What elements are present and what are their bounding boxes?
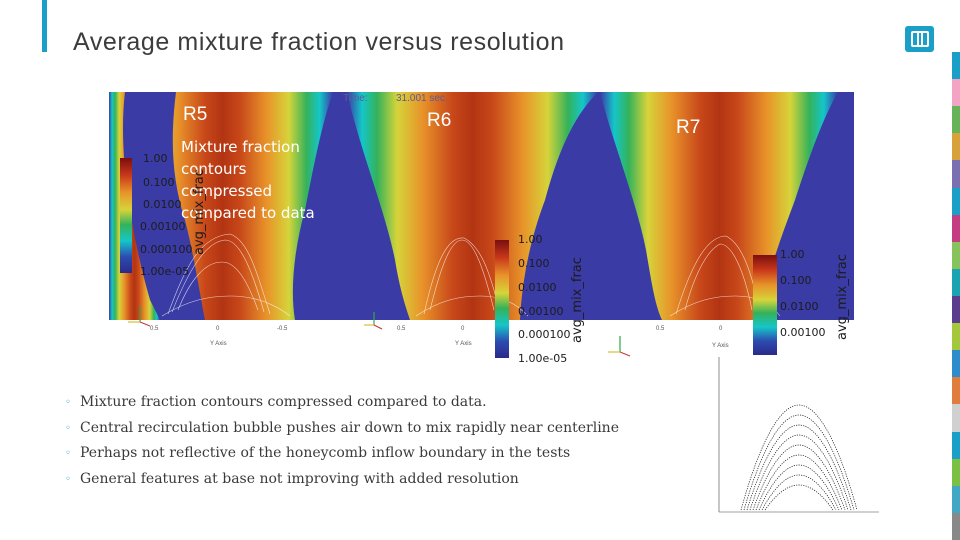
bullet-marker-icon: ◦ [65, 422, 71, 434]
colorbar-r5-tick: 0.000100 [140, 243, 193, 256]
side-stripe-segment [952, 404, 960, 432]
x-axis-title: Y Axis [455, 341, 472, 347]
contour-line [764, 484, 834, 511]
colorbar-r6-tick: 0.000100 [518, 328, 571, 341]
contour-line [752, 444, 846, 511]
x-tick: 0 [719, 326, 723, 332]
side-stripe-segment [952, 133, 960, 161]
x-axis-title: Y Axis [210, 341, 227, 347]
contour-line [758, 464, 840, 511]
colorbar-r7-title: avg_mix_frac [835, 254, 850, 340]
x-tick: 0 [461, 326, 465, 332]
side-stripe-segment [952, 52, 960, 80]
colorbar-r6-tick: 0.00100 [518, 305, 564, 318]
side-stripe-segment [952, 512, 960, 540]
orientation-axes-r7 [608, 336, 631, 357]
bullet-item: ◦ Central recirculation bubble pushes air… [65, 420, 619, 446]
colorbar-r6-tick: 1.00 [518, 233, 543, 246]
side-stripe-segment [952, 241, 960, 269]
side-stripe-segment [952, 485, 960, 513]
colorbar-r6-title: avg_mix_frac [570, 257, 585, 343]
colorbar-r5-tick: 0.0100 [143, 198, 182, 211]
contour-line [749, 434, 849, 511]
title-accent-bar [42, 0, 47, 52]
colorbar-r5 [120, 158, 132, 273]
bullet-text: General features at base not improving w… [80, 470, 519, 487]
colorbar-r5-tick: 1.00 [143, 152, 168, 165]
plume-r7-shape [600, 92, 838, 320]
bullet-marker-icon: ◦ [65, 448, 71, 459]
colorbar-r7 [753, 255, 777, 355]
bullet-item: ◦ Perhaps not reflective of the honeycomb… [65, 445, 619, 471]
colorbar-r7-tick: 0.100 [780, 274, 812, 287]
colorbar-r7-tick: 0.0100 [780, 300, 819, 313]
annotation-line: contours [181, 160, 247, 178]
x-tick: 0 [216, 326, 220, 332]
sandia-logo-icon [905, 26, 934, 52]
time-value: 31.001 sec. [396, 93, 448, 104]
decorative-side-stripe [952, 52, 960, 540]
colorbar-r6-tick: 0.100 [518, 257, 550, 270]
plume-r5-shape [112, 92, 333, 320]
side-stripe-segment [952, 350, 960, 378]
side-stripe-segment [952, 187, 960, 215]
contour-lines [161, 233, 781, 317]
x-tick: 0.5 [150, 326, 159, 332]
bullet-item: ◦ General features at base not improving … [65, 471, 619, 497]
side-stripe-segment [952, 160, 960, 188]
orientation-axes-r5 [128, 306, 151, 327]
colorbar-r6-tick: 1.00e-05 [518, 352, 568, 365]
bullet-list: ◦ Mixture fraction contours compressed co… [65, 394, 619, 496]
x-tick: 0.5 [397, 326, 406, 332]
x-tick: -0.5 [277, 326, 288, 332]
colorbar-r7-tick: 0.00100 [780, 326, 826, 339]
orientation-axes-r6 [364, 312, 383, 330]
colorbar-r6-tick: 0.0100 [518, 281, 557, 294]
bullet-text: Perhaps not reflective of the honeycomb … [80, 445, 571, 461]
colorbar-r5-tick: 1.00e-05 [140, 265, 190, 278]
annotation-line: compared to data [181, 204, 315, 222]
bullet-marker-icon: ◦ [65, 473, 71, 485]
side-stripe-segment [952, 268, 960, 296]
side-stripe-segment [952, 214, 960, 242]
colorbar-r6 [495, 240, 509, 358]
bullet-text: Mixture fraction contours compressed com… [80, 394, 487, 410]
contour-line [740, 404, 858, 511]
panel-label-r6: R6 [427, 110, 452, 131]
time-label: Time: [343, 93, 368, 104]
side-stripe-segment [952, 458, 960, 486]
colorbar-r7-tick: 1.00 [780, 248, 805, 261]
plume-r6-shape [347, 92, 598, 320]
side-stripe-segment [952, 377, 960, 405]
colorbar-r5-tick: 0.00100 [140, 220, 186, 233]
annotation-text: Mixture fraction contours compressed com… [181, 136, 315, 224]
side-stripe-segment [952, 106, 960, 134]
colorbar-r5-title: avg_mix_frac [192, 169, 207, 255]
side-stripe-segment [952, 295, 960, 324]
side-stripe-segment [952, 79, 960, 107]
contour-line [743, 414, 855, 511]
contour-line [755, 454, 843, 511]
annotation-line: Mixture fraction [181, 138, 300, 156]
colorbar-r5-tick: 0.100 [143, 176, 175, 189]
side-stripe-segment [952, 431, 960, 459]
panel-label-r7: R7 [676, 117, 701, 138]
contour-line [761, 474, 837, 511]
bullet-item: ◦ Mixture fraction contours compressed co… [65, 394, 619, 420]
side-stripe-segment [952, 323, 960, 351]
slide-title: Average mixture fraction versus resoluti… [73, 28, 565, 56]
experimental-contour-plot [718, 357, 879, 517]
contour-line [746, 424, 852, 511]
annotation-line: compressed [181, 182, 273, 200]
bullet-text: Central recirculation bubble pushes air … [80, 419, 619, 436]
bullet-marker-icon: ◦ [65, 397, 71, 408]
panel-label-r5: R5 [183, 104, 208, 125]
x-tick: 0.5 [656, 326, 665, 332]
x-axis-title: Y Axis [712, 343, 729, 349]
